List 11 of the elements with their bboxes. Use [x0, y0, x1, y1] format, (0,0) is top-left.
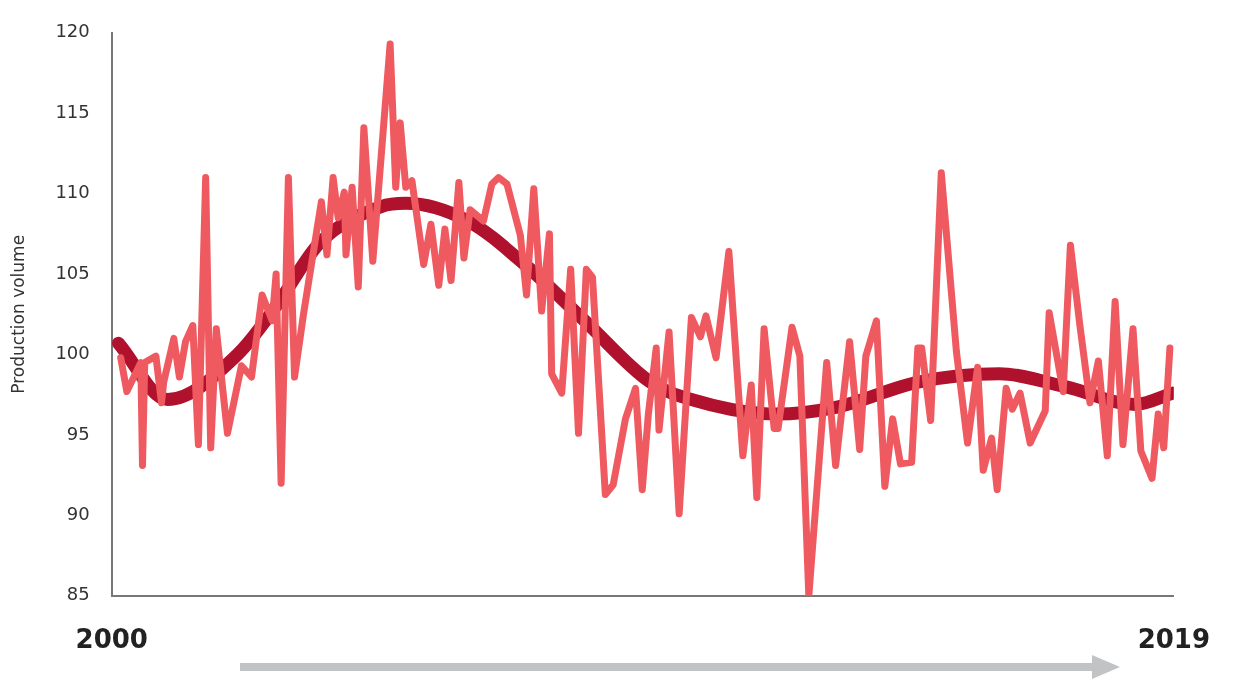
y-tick-label: 100	[55, 342, 90, 364]
y-axis-title: Production volume	[7, 234, 28, 394]
y-tick-label: 85	[66, 583, 90, 605]
x-tick-label: 2000	[75, 624, 148, 655]
y-tick-label: 115	[55, 100, 90, 122]
y-tick-label: 110	[55, 181, 90, 203]
y-tick-label: 95	[66, 422, 90, 444]
y-tick-label: 105	[55, 261, 90, 283]
y-tick-label: 120	[55, 20, 90, 42]
y-tick-label: 90	[66, 503, 90, 525]
x-tick-label: 2019	[1137, 624, 1211, 655]
